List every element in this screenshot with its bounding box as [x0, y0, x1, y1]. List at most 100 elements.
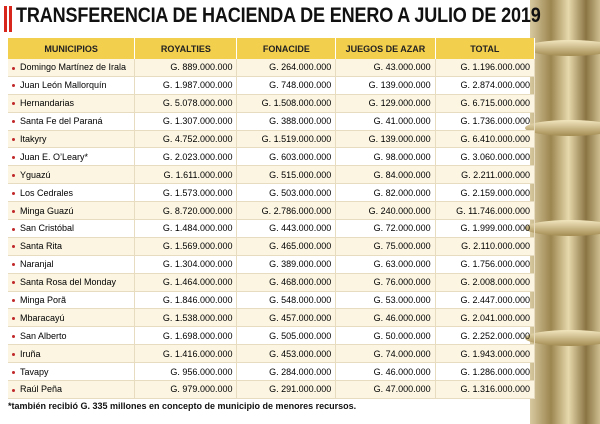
bullet — [12, 317, 15, 321]
coin — [525, 40, 600, 56]
bullet — [12, 263, 15, 267]
table-row: Minga Guazú G. 8.720.000.000 G. 2.786.000.… — [8, 201, 536, 221]
bullet — [12, 173, 15, 177]
table-cell: G. 74.000.000 — [335, 344, 436, 364]
table-cell: G. 457.000.000 — [236, 308, 337, 328]
municipality-name: Minga Porã — [20, 295, 67, 306]
table-cell: G. 443.000.000 — [236, 219, 337, 238]
table-cell: G. 548.000.000 — [236, 291, 337, 310]
table-cell: G. 46.000.000 — [335, 362, 436, 382]
table-cell: G. 1.508.000.000 — [236, 94, 337, 113]
table-cell: Santa Fe del Paraná — [8, 112, 136, 131]
table-cell: G. 53.000.000 — [335, 291, 436, 310]
table-cell: Juan León Mallorquín — [8, 76, 136, 95]
table-cell: G. 2.874.000.000 — [435, 76, 536, 95]
table-cell: G. 1.943.000.000 — [435, 344, 536, 364]
table-row: Los Cedrales G. 1.573.000.000 G. 503.000.0… — [8, 183, 536, 203]
table-cell: G. 1.307.000.000 — [134, 112, 238, 131]
municipality-name: Naranjal — [20, 259, 54, 270]
table-cell: G. 503.000.000 — [236, 183, 337, 203]
table-cell: G. 2.211.000.000 — [435, 165, 536, 185]
table-cell: G. 139.000.000 — [335, 76, 436, 95]
bullet — [12, 156, 15, 160]
table-cell: G. 2.252.000.000 — [435, 326, 536, 346]
municipality-name: Domingo Martínez de Irala — [20, 62, 127, 73]
bullet — [12, 388, 15, 392]
table-cell: G. 1.538.000.000 — [134, 308, 238, 328]
bullet — [12, 299, 15, 303]
table-cell: G. 5.078.000.000 — [134, 94, 238, 113]
table-cell: Santa Rosa del Monday — [8, 273, 136, 292]
table-cell: G. 748.000.000 — [236, 76, 337, 95]
table-cell: Iruña — [8, 344, 136, 364]
municipality-name: Hernandarias — [20, 98, 75, 109]
table-cell: G. 1.999.000.000 — [435, 219, 536, 238]
table-row: Santa Fe del Paraná G. 1.307.000.000 G. 38… — [8, 112, 536, 131]
municipality-name: Yguazú — [20, 169, 51, 180]
table-cell: G. 2.159.000.000 — [435, 183, 536, 203]
table-cell: G. 1.698.000.000 — [134, 326, 238, 346]
table-cell: G. 4.752.000.000 — [134, 130, 238, 149]
table-cell: G. 2.110.000.000 — [435, 237, 536, 256]
table-cell: Los Cedrales — [8, 183, 136, 203]
table-cell: G. 505.000.000 — [236, 326, 337, 346]
table-row: Naranjal G. 1.304.000.000 G. 389.000.000 G.… — [8, 255, 536, 274]
table-cell: G. 11.746.000.000 — [435, 201, 536, 221]
title-bars — [4, 6, 14, 32]
table-row: Juan E. O’Leary* G. 2.023.000.000 G. 603.0… — [8, 147, 536, 167]
table-row: Domingo Martínez de Irala G. 889.000.000 G… — [8, 59, 536, 77]
column-header: JUEGOS DE AZAR — [335, 38, 436, 59]
footnote: *también recibió G. 335 millones en conc… — [8, 401, 357, 411]
table: MUNICIPIOS ROYALTIES FONACIDE JUEGOS DE AZA… — [8, 38, 536, 399]
table-cell: Santa Rita — [8, 237, 136, 256]
table-cell: Domingo Martínez de Irala — [8, 59, 136, 77]
table-cell: G. 47.000.000 — [335, 380, 436, 399]
table-cell: G. 3.060.000.000 — [435, 147, 536, 167]
table-cell: G. 75.000.000 — [335, 237, 436, 256]
table-row: San Alberto G. 1.698.000.000 G. 505.000.00… — [8, 326, 536, 346]
table-row: Hernandarias G. 5.078.000.000 G. 1.508.000… — [8, 94, 536, 113]
table-cell: G. 1.519.000.000 — [236, 130, 337, 149]
table-cell: G. 63.000.000 — [335, 255, 436, 274]
table-cell: G. 129.000.000 — [335, 94, 436, 113]
table-row: Itakyry G. 4.752.000.000 G. 1.519.000.000 G… — [8, 130, 536, 149]
table-cell: San Alberto — [8, 326, 136, 346]
table-cell: G. 1.846.000.000 — [134, 291, 238, 310]
table-cell: G. 2.786.000.000 — [236, 201, 337, 221]
table-cell: G. 1.286.000.000 — [435, 362, 536, 382]
table-cell: G. 388.000.000 — [236, 112, 337, 131]
bullet — [12, 352, 15, 356]
column-header: ROYALTIES — [134, 38, 238, 59]
table-cell: G. 1.304.000.000 — [134, 255, 238, 274]
table-cell: Minga Guazú — [8, 201, 136, 221]
table-row: Mbaracayú G. 1.538.000.000 G. 457.000.000 G… — [8, 308, 536, 328]
table-cell: G. 1.316.000.000 — [435, 380, 536, 399]
municipality-name: Santa Rita — [20, 241, 63, 252]
table-cell: G. 1.196.000.000 — [435, 59, 536, 77]
municipality-name: San Cristóbal — [20, 223, 75, 234]
table-cell: G. 1.569.000.000 — [134, 237, 238, 256]
table-cell: G. 240.000.000 — [335, 201, 436, 221]
table-cell: G. 291.000.000 — [236, 380, 337, 399]
table-cell: Itakyry — [8, 130, 136, 149]
municipality-name: Mbaracayú — [20, 312, 65, 323]
table-row: Minga Porã G. 1.846.000.000 G. 548.000.000… — [8, 291, 536, 310]
municipality-name: San Alberto — [20, 330, 67, 341]
table-row: Santa Rosa del Monday G. 1.464.000.000 G. … — [8, 273, 536, 292]
bullet — [12, 370, 15, 374]
table-row: Iruña G. 1.416.000.000 G. 453.000.000 G. 74… — [8, 344, 536, 364]
table-cell: G. 139.000.000 — [335, 130, 436, 149]
table-cell: G. 979.000.000 — [134, 380, 238, 399]
table-cell: G. 1.464.000.000 — [134, 273, 238, 292]
table-cell: G. 72.000.000 — [335, 219, 436, 238]
table-cell: G. 468.000.000 — [236, 273, 337, 292]
coins-image — [530, 0, 600, 424]
bullet — [12, 66, 15, 70]
table-cell: G. 6.410.000.000 — [435, 130, 536, 149]
table-cell: G. 82.000.000 — [335, 183, 436, 203]
table-cell: G. 41.000.000 — [335, 112, 436, 131]
column-header: MUNICIPIOS — [8, 38, 136, 59]
table-cell: G. 84.000.000 — [335, 165, 436, 185]
table-cell: Raúl Peña — [8, 380, 136, 399]
